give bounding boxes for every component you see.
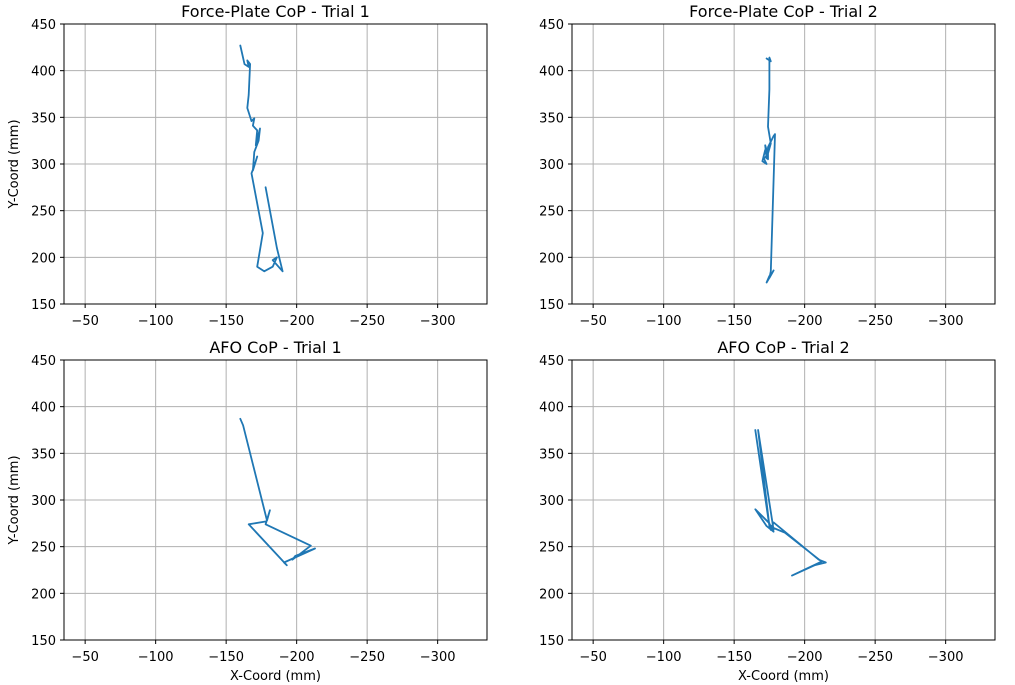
subplot-2: −50 −100 −150 −200 −250 −300 150 200 250 300 350 40… [539,2,996,329]
x-tick-label: −150 [208,650,244,665]
x-tick-label: −150 [208,314,244,329]
y-tick-label: 400 [31,401,56,416]
subplot-title: AFO CoP - Trial 1 [209,338,341,357]
cop-trajectory-line [239,417,316,567]
x-tick-label: −100 [646,650,682,665]
y-tick-label: 450 [539,18,564,33]
y-tick-label: 200 [31,251,56,266]
cop-trajectory-line [239,44,284,273]
x-tick-label: −250 [349,314,385,329]
x-tick-label: −50 [579,650,606,665]
y-axis-label: Y-Coord (mm) [7,455,22,545]
x-tick-label: −200 [279,314,315,329]
y-tick-label: 350 [539,447,564,462]
cop-trajectory-line [754,429,827,577]
x-tick-label: −300 [928,650,964,665]
x-tick-label: −250 [349,650,385,665]
x-tick-label: −300 [420,314,456,329]
subplot-title: AFO CoP - Trial 2 [717,338,849,357]
y-tick-label: 150 [539,634,564,649]
y-tick-label: 400 [31,65,56,80]
x-tick-label: −100 [646,314,682,329]
subplot-title: Force-Plate CoP - Trial 2 [689,2,878,21]
x-tick-label: −150 [716,314,752,329]
y-tick-label: 450 [31,18,56,33]
y-tick-label: 200 [31,587,56,602]
subplot-title: Force-Plate CoP - Trial 1 [181,2,370,21]
x-tick-label: −300 [420,650,456,665]
y-tick-label: 450 [539,354,564,369]
y-tick-label: 400 [539,65,564,80]
y-tick-label: 250 [539,541,564,556]
cop-trajectory-line [761,56,776,284]
y-tick-label: 250 [31,541,56,556]
y-tick-label: 400 [539,401,564,416]
y-tick-label: 150 [31,634,56,649]
y-tick-label: 350 [31,447,56,462]
y-tick-label: 150 [539,298,564,313]
y-tick-label: 300 [539,494,564,509]
x-tick-label: −150 [716,650,752,665]
subplot-4: −50 −100 −150 −200 −250 −300 150 200 250 300 350 40… [539,338,996,684]
x-tick-label: −250 [857,314,893,329]
y-axis-label: Y-Coord (mm) [7,119,22,209]
x-tick-label: −200 [787,314,823,329]
y-tick-label: 300 [539,158,564,173]
y-tick-label: 450 [31,354,56,369]
y-tick-label: 300 [31,158,56,173]
x-tick-label: −250 [857,650,893,665]
y-tick-label: 250 [31,205,56,220]
y-tick-label: 200 [539,251,564,266]
y-tick-label: 250 [539,205,564,220]
x-tick-label: −100 [138,650,174,665]
x-tick-label: −200 [279,650,315,665]
x-axis-label: X-Coord (mm) [230,669,321,684]
subplot-3: −50 −100 −150 −200 −250 −300 150 200 250 300 350 40… [7,338,488,684]
x-axis-label: X-Coord (mm) [738,669,829,684]
x-tick-label: −50 [71,650,98,665]
y-tick-label: 200 [539,587,564,602]
x-tick-label: −300 [928,314,964,329]
x-tick-label: −100 [138,314,174,329]
subplot-1: −50 −100 −150 −200 −250 −300 150 200 250 300 350 40… [7,2,488,329]
y-tick-label: 350 [31,111,56,126]
x-tick-label: −50 [71,314,98,329]
y-tick-label: 300 [31,494,56,509]
y-tick-label: 350 [539,111,564,126]
x-tick-label: −200 [787,650,823,665]
y-tick-label: 150 [31,298,56,313]
x-tick-label: −50 [579,314,606,329]
